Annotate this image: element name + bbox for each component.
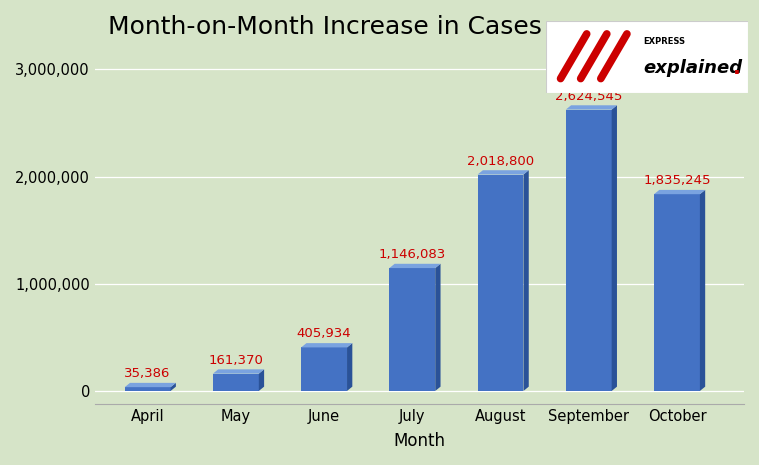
FancyBboxPatch shape xyxy=(546,21,748,93)
Text: 161,370: 161,370 xyxy=(209,354,263,367)
Polygon shape xyxy=(654,190,705,194)
Bar xyxy=(301,347,347,391)
Polygon shape xyxy=(435,264,440,391)
Text: 2,018,800: 2,018,800 xyxy=(467,154,534,167)
Bar xyxy=(565,110,612,391)
Polygon shape xyxy=(612,105,617,391)
Text: 1,146,083: 1,146,083 xyxy=(379,248,446,261)
Bar xyxy=(477,174,524,391)
Polygon shape xyxy=(389,264,440,268)
Bar xyxy=(389,268,435,391)
Bar xyxy=(124,387,171,391)
Text: 2,624,545: 2,624,545 xyxy=(555,90,622,103)
Text: 1,835,245: 1,835,245 xyxy=(643,174,710,187)
Polygon shape xyxy=(477,170,529,174)
X-axis label: Month: Month xyxy=(393,432,446,450)
Text: explained: explained xyxy=(643,59,742,77)
Polygon shape xyxy=(213,369,264,374)
Text: .: . xyxy=(732,59,741,79)
Polygon shape xyxy=(524,170,529,391)
Polygon shape xyxy=(565,105,617,110)
Bar xyxy=(654,194,700,391)
Polygon shape xyxy=(124,383,176,387)
Text: 35,386: 35,386 xyxy=(124,367,171,380)
Bar xyxy=(213,374,259,391)
Polygon shape xyxy=(171,383,176,391)
Polygon shape xyxy=(259,369,264,391)
Polygon shape xyxy=(700,190,705,391)
Polygon shape xyxy=(347,343,352,391)
Text: 405,934: 405,934 xyxy=(297,327,351,340)
Text: Month-on-Month Increase in Cases: Month-on-Month Increase in Cases xyxy=(108,15,542,39)
Polygon shape xyxy=(301,343,352,347)
Text: EXPRESS: EXPRESS xyxy=(643,37,685,46)
